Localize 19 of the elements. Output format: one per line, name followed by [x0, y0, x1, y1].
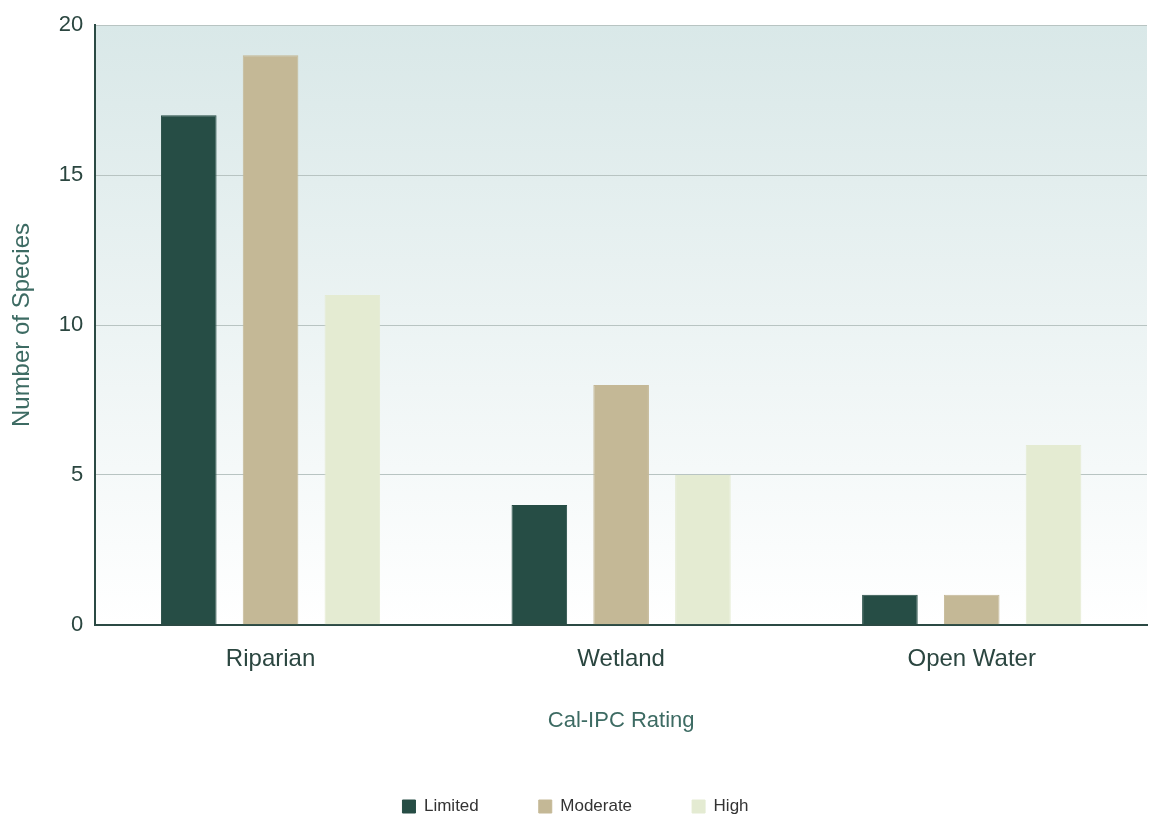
y-tick-label: 0 — [71, 610, 84, 636]
bar — [324, 295, 381, 625]
bar — [675, 474, 731, 625]
bar — [943, 594, 1000, 625]
y-tick-label: 10 — [58, 311, 84, 337]
legend-label: Moderate — [560, 796, 633, 816]
x-axis-title: Cal-IPC Rating — [547, 706, 695, 732]
legend-label: Limited — [423, 796, 479, 816]
x-tick-label: Riparian — [225, 643, 316, 671]
bar — [593, 384, 649, 625]
y-tick-label: 5 — [71, 460, 84, 486]
y-tick-label: 20 — [58, 11, 84, 37]
bar — [242, 55, 299, 625]
y-tick-label: 15 — [58, 161, 84, 187]
legend-label: High — [713, 796, 749, 816]
y-axis-title: Number of Species — [7, 222, 35, 428]
bar — [1025, 444, 1082, 625]
x-tick-label: Open Water — [907, 643, 1036, 671]
x-tick-label: Wetland — [577, 643, 665, 671]
